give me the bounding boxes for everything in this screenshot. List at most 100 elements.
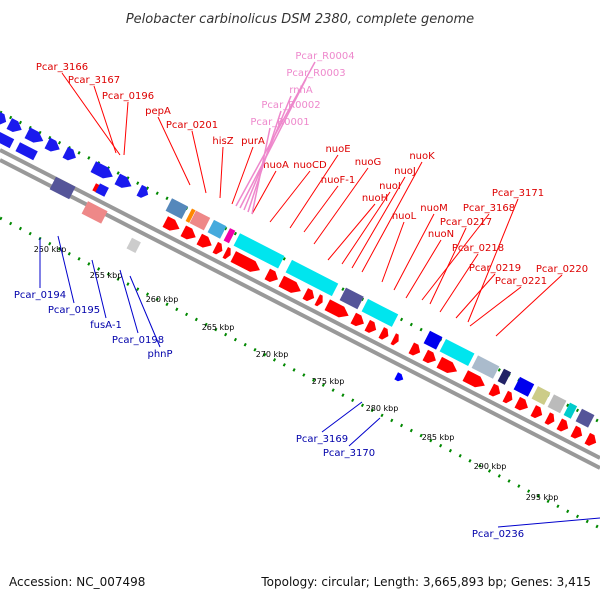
gene-label: Pcar_3166 (36, 62, 88, 73)
leader-line (313, 167, 369, 245)
leader-line (239, 78, 307, 209)
reverse-gene-block (95, 183, 109, 197)
leader-line (361, 161, 423, 273)
reverse-gene-block (136, 184, 149, 198)
forward-gene-arrow (544, 412, 555, 425)
reverse-gene-features (0, 112, 404, 382)
forward-gene-block (207, 219, 227, 239)
forward-gene-block (189, 210, 211, 231)
gene-label: Pcar_3168 (463, 203, 515, 214)
reverse-gene-block (90, 161, 113, 179)
forward-gene-arrow (196, 233, 212, 248)
tick-label: 275 kbp (312, 377, 345, 386)
leader-line (393, 213, 435, 291)
gene-label: hisZ (212, 136, 233, 147)
leader-line (119, 269, 139, 334)
gene-label: nuoL (392, 211, 417, 222)
genome-summary-text: Topology: circular; Length: 3,665,893 bp… (260, 575, 591, 589)
gene-label: Pcar_0194 (14, 290, 66, 301)
gene-label: nuoI (379, 181, 401, 192)
reverse-gene-block (44, 137, 60, 152)
forward-gene-arrow (530, 405, 543, 419)
forward-gene-arrow (278, 275, 301, 293)
leader-line (93, 85, 117, 154)
leader-line (405, 239, 442, 299)
gene-label: Pcar_0195 (48, 305, 100, 316)
forward-gene-arrow (230, 251, 260, 272)
leader-line (439, 253, 479, 313)
leader-line (497, 517, 600, 528)
forward-gene-block (285, 259, 339, 297)
gene-label: nuoJ (394, 166, 416, 177)
forward-gene-arrow (390, 333, 399, 346)
leader-line (157, 116, 191, 186)
gene-label: Pcar_0218 (452, 243, 504, 254)
gene-label: Pcar_0221 (495, 276, 547, 287)
leader-line (421, 213, 490, 301)
gene-label: Pcar_0201 (166, 120, 218, 131)
leader-line (381, 221, 405, 283)
tick-label: 250 kbp (34, 245, 67, 254)
forward-gene-block (423, 330, 443, 350)
forward-gene-features-outer (92, 183, 595, 428)
forward-gene-block (233, 233, 285, 269)
leader-line (429, 227, 467, 305)
forward-gene-arrow (350, 312, 364, 327)
forward-gene-arrow (514, 396, 528, 411)
leader-line (129, 275, 161, 348)
forward-gene-arrow (378, 327, 389, 340)
gene-label: nuoK (409, 151, 435, 162)
leader-line (57, 235, 75, 304)
gene-label: fusA-1 (90, 320, 122, 331)
gc-skew-track-inner (0, 216, 600, 530)
forward-gene-arrow (488, 383, 501, 397)
reverse-gene-block (15, 142, 38, 161)
tick-label: 280 kbp (366, 404, 399, 413)
accession-text: Accession: NC_007498 (9, 575, 145, 589)
forward-gene-arrow (502, 390, 513, 404)
forward-gene-block (513, 376, 535, 397)
forward-gene-arrow (462, 370, 485, 388)
rna-label: Pcar_R0003 (286, 68, 345, 79)
gene-label: Pcar_0236 (472, 529, 524, 540)
forward-gene-arrow (408, 342, 421, 356)
leader-line (467, 198, 519, 323)
rna-gene-labels: Pcar_R0004 Pcar_R0003 rnhA Pcar_R0002 Pcar_R… (235, 51, 355, 215)
forward-gene-block (439, 338, 475, 367)
reverse-gene-block (0, 112, 7, 125)
tick-label: 265 kbp (202, 323, 235, 332)
forward-gene-block (531, 386, 551, 406)
gene-label: nuoA (263, 160, 289, 171)
forward-gene-features-inner (162, 216, 597, 446)
leader-line (455, 273, 496, 319)
leader-line (341, 191, 391, 265)
leader-line (348, 417, 381, 447)
forward-gene-block (563, 402, 578, 419)
gene-label: nuoF-1 (321, 175, 356, 186)
rna-label: rnhA (289, 85, 313, 96)
coordinate-ticks: 250 kbp 255 kbp 260 kbp 265 kbp 270 kbp 275 k… (34, 245, 559, 502)
gene-label: nuoH (362, 193, 388, 204)
leader-line (303, 185, 339, 233)
gene-label: nuoG (355, 157, 382, 168)
gene-label: nuoE (325, 144, 350, 155)
reverse-gene-labels: Pcar_0194 Pcar_0195 fusA-1 Pcar_0198 phnP Pca… (14, 235, 600, 540)
forward-gene-arrow (314, 294, 323, 307)
gene-label: Pcar_0196 (102, 91, 154, 102)
reverse-gene-block (49, 176, 76, 200)
gene-label: Pcar_0220 (536, 264, 588, 275)
forward-gene-arrow (162, 216, 180, 231)
gene-label: nuoCD (293, 160, 327, 171)
leader-line (495, 274, 563, 337)
forward-gene-block (547, 394, 567, 414)
forward-gene-arrow (556, 418, 569, 432)
gene-label: Pcar_0198 (112, 335, 164, 346)
tick-label: 270 kbp (256, 350, 289, 359)
reverse-gene-block (6, 118, 22, 133)
leader-line (219, 146, 224, 199)
forward-gene-arrow (364, 319, 377, 333)
leader-line (247, 110, 282, 213)
leader-line (61, 72, 121, 156)
gene-label: purA (241, 136, 265, 147)
